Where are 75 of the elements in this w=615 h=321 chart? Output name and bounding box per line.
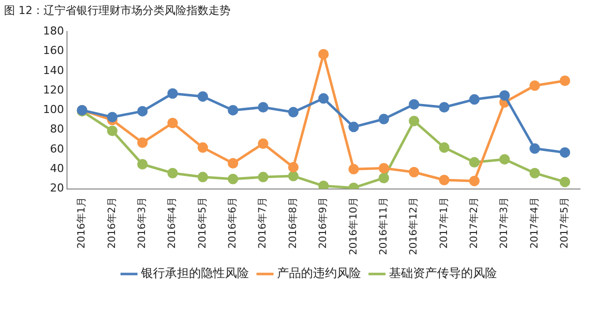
point (258, 102, 268, 113)
point (348, 164, 359, 174)
point (438, 142, 450, 153)
point (469, 94, 480, 105)
point (167, 88, 178, 99)
point (499, 154, 510, 165)
point (469, 157, 480, 168)
point (560, 75, 570, 86)
point (408, 166, 420, 178)
point (198, 142, 208, 153)
x-tick-label: 2017年3月 (498, 196, 510, 249)
x-tick-label: 2016年5月 (196, 196, 208, 249)
point (378, 172, 390, 184)
point (378, 162, 390, 174)
point (288, 162, 299, 172)
y-tick-label: 60 (50, 142, 64, 156)
point (469, 176, 480, 186)
x-tick-label: 2016年1月 (76, 196, 88, 249)
legend-label: 基础资产传导的风险 (389, 266, 497, 280)
x-tick-label: 2017年4月 (528, 196, 540, 249)
point (258, 138, 268, 149)
point (137, 159, 148, 170)
x-tick-label: 2016年11月 (377, 196, 390, 256)
x-tick-label: 2016年4月 (166, 196, 178, 249)
legend-label: 产品的违约风险 (277, 266, 361, 280)
point (529, 143, 540, 154)
point (228, 174, 238, 184)
point (318, 180, 329, 189)
x-tick-label: 2016年12月 (408, 196, 420, 256)
point (258, 172, 268, 182)
point (107, 126, 118, 136)
y-tick-label: 140 (42, 64, 64, 77)
point (167, 168, 178, 178)
point (107, 112, 118, 122)
point (228, 104, 238, 116)
y-tick-label: 40 (50, 162, 64, 176)
x-tick-label: 2016年6月 (226, 196, 239, 249)
point (438, 102, 450, 113)
point (198, 91, 208, 102)
x-tick-label: 2016年8月 (286, 196, 299, 249)
point (529, 80, 540, 91)
x-tick-label: 2016年3月 (136, 196, 148, 249)
point (560, 147, 570, 158)
legend-label: 银行承担的隐性风险 (140, 266, 249, 280)
point (137, 137, 148, 148)
point (378, 114, 390, 124)
point (318, 93, 329, 104)
point (408, 99, 420, 110)
y-tick-label: 180 (42, 24, 64, 38)
chart-title: 图 12：辽宁省银行理财市场分类风险指数走势 (4, 3, 230, 18)
x-tick-label: 2016年7月 (256, 196, 269, 249)
x-tick-label: 2016年2月 (106, 196, 118, 249)
y-tick-label: 100 (42, 103, 64, 116)
y-tick-label: 20 (50, 182, 64, 195)
point (560, 176, 570, 188)
point (529, 168, 540, 178)
point (408, 116, 420, 126)
y-tick-label: 160 (42, 44, 64, 58)
point (288, 106, 299, 118)
point (137, 106, 148, 116)
x-tick-label: 2016年9月 (317, 196, 330, 249)
point (288, 170, 299, 182)
x-tick-label: 2016年10月 (347, 196, 360, 256)
y-tick-label: 80 (50, 122, 64, 136)
point (318, 48, 329, 60)
x-tick-label: 2017年2月 (468, 196, 480, 249)
point (499, 90, 510, 101)
y-tick-label: 120 (42, 83, 64, 96)
point (438, 174, 450, 186)
point (348, 122, 359, 132)
point (228, 158, 238, 169)
point (167, 118, 178, 128)
x-tick-label: 2017年5月 (558, 196, 571, 249)
x-tick-label: 2017年1月 (438, 196, 450, 249)
point (198, 172, 208, 182)
